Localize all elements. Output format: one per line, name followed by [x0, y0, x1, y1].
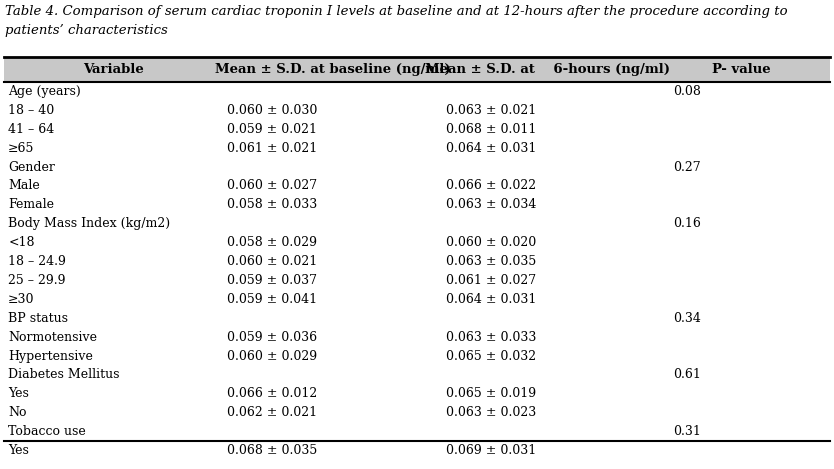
Text: Tobacco use: Tobacco use [8, 425, 86, 438]
Text: 18 – 40: 18 – 40 [8, 104, 54, 117]
Text: 0.059 ± 0.036: 0.059 ± 0.036 [227, 331, 317, 344]
Text: <18: <18 [8, 236, 35, 249]
Text: patients’ characteristics: patients’ characteristics [5, 24, 168, 37]
Text: 0.060 ± 0.030: 0.060 ± 0.030 [227, 104, 318, 117]
Text: 0.060 ± 0.020: 0.060 ± 0.020 [446, 236, 536, 249]
Text: BP status: BP status [8, 312, 68, 325]
Text: 0.064 ± 0.031: 0.064 ± 0.031 [446, 293, 536, 306]
Text: 0.066 ± 0.012: 0.066 ± 0.012 [227, 387, 317, 401]
Text: 0.31: 0.31 [673, 425, 701, 438]
Text: 0.064 ± 0.031: 0.064 ± 0.031 [446, 142, 536, 155]
Text: 0.16: 0.16 [673, 217, 701, 230]
Text: Male: Male [8, 180, 40, 192]
Text: No: No [8, 406, 27, 419]
Text: 0.063 ± 0.035: 0.063 ± 0.035 [446, 255, 536, 268]
Text: Body Mass Index (kg/m2): Body Mass Index (kg/m2) [8, 217, 170, 230]
Text: Normotensive: Normotensive [8, 331, 98, 344]
Text: ≥65: ≥65 [8, 142, 34, 155]
Text: Female: Female [8, 198, 54, 212]
Text: 0.068 ± 0.011: 0.068 ± 0.011 [446, 123, 536, 136]
Text: 0.060 ± 0.027: 0.060 ± 0.027 [227, 180, 317, 192]
Text: 0.061 ± 0.021: 0.061 ± 0.021 [227, 142, 317, 155]
Text: 0.065 ± 0.032: 0.065 ± 0.032 [446, 349, 536, 363]
Text: 0.058 ± 0.033: 0.058 ± 0.033 [227, 198, 317, 212]
Text: Yes: Yes [8, 444, 29, 457]
Text: 0.27: 0.27 [673, 160, 701, 174]
Text: 25 – 29.9: 25 – 29.9 [8, 274, 66, 287]
Text: 0.063 ± 0.034: 0.063 ± 0.034 [446, 198, 536, 212]
Text: 0.059 ± 0.021: 0.059 ± 0.021 [227, 123, 317, 136]
Text: Table 4. Comparison of serum cardiac troponin I levels at baseline and at 12-hou: Table 4. Comparison of serum cardiac tro… [5, 5, 787, 18]
Text: 0.061 ± 0.027: 0.061 ± 0.027 [446, 274, 536, 287]
Text: Mean ± S.D. at baseline (ng/ml): Mean ± S.D. at baseline (ng/ml) [214, 63, 450, 76]
Text: 41 – 64: 41 – 64 [8, 123, 54, 136]
Text: 0.34: 0.34 [673, 312, 701, 325]
Text: 0.068 ± 0.035: 0.068 ± 0.035 [227, 444, 317, 457]
Text: Gender: Gender [8, 160, 55, 174]
Text: Age (years): Age (years) [8, 85, 81, 98]
Text: Hypertensive: Hypertensive [8, 349, 93, 363]
Text: ≥30: ≥30 [8, 293, 35, 306]
Text: 0.08: 0.08 [673, 85, 701, 98]
Text: 0.063 ± 0.023: 0.063 ± 0.023 [446, 406, 536, 419]
Text: 0.065 ± 0.019: 0.065 ± 0.019 [446, 387, 536, 401]
Text: P- value: P- value [712, 63, 771, 76]
Text: 0.060 ± 0.021: 0.060 ± 0.021 [227, 255, 317, 268]
Text: 0.61: 0.61 [673, 369, 701, 381]
Text: 0.063 ± 0.021: 0.063 ± 0.021 [446, 104, 536, 117]
Text: 0.060 ± 0.029: 0.060 ± 0.029 [227, 349, 317, 363]
Text: 0.062 ± 0.021: 0.062 ± 0.021 [227, 406, 317, 419]
Text: 0.069 ± 0.031: 0.069 ± 0.031 [446, 444, 536, 457]
Text: 0.058 ± 0.029: 0.058 ± 0.029 [227, 236, 317, 249]
Text: 18 – 24.9: 18 – 24.9 [8, 255, 66, 268]
Text: 0.063 ± 0.033: 0.063 ± 0.033 [446, 331, 536, 344]
Text: 0.059 ± 0.041: 0.059 ± 0.041 [227, 293, 317, 306]
Text: Diabetes Mellitus: Diabetes Mellitus [8, 369, 119, 381]
Text: 0.059 ± 0.037: 0.059 ± 0.037 [227, 274, 317, 287]
Text: Mean ± S.D. at    6-hours (ng/ml): Mean ± S.D. at 6-hours (ng/ml) [425, 63, 670, 76]
Text: 0.066 ± 0.022: 0.066 ± 0.022 [446, 180, 536, 192]
Text: Yes: Yes [8, 387, 29, 401]
Text: Variable: Variable [83, 63, 143, 76]
